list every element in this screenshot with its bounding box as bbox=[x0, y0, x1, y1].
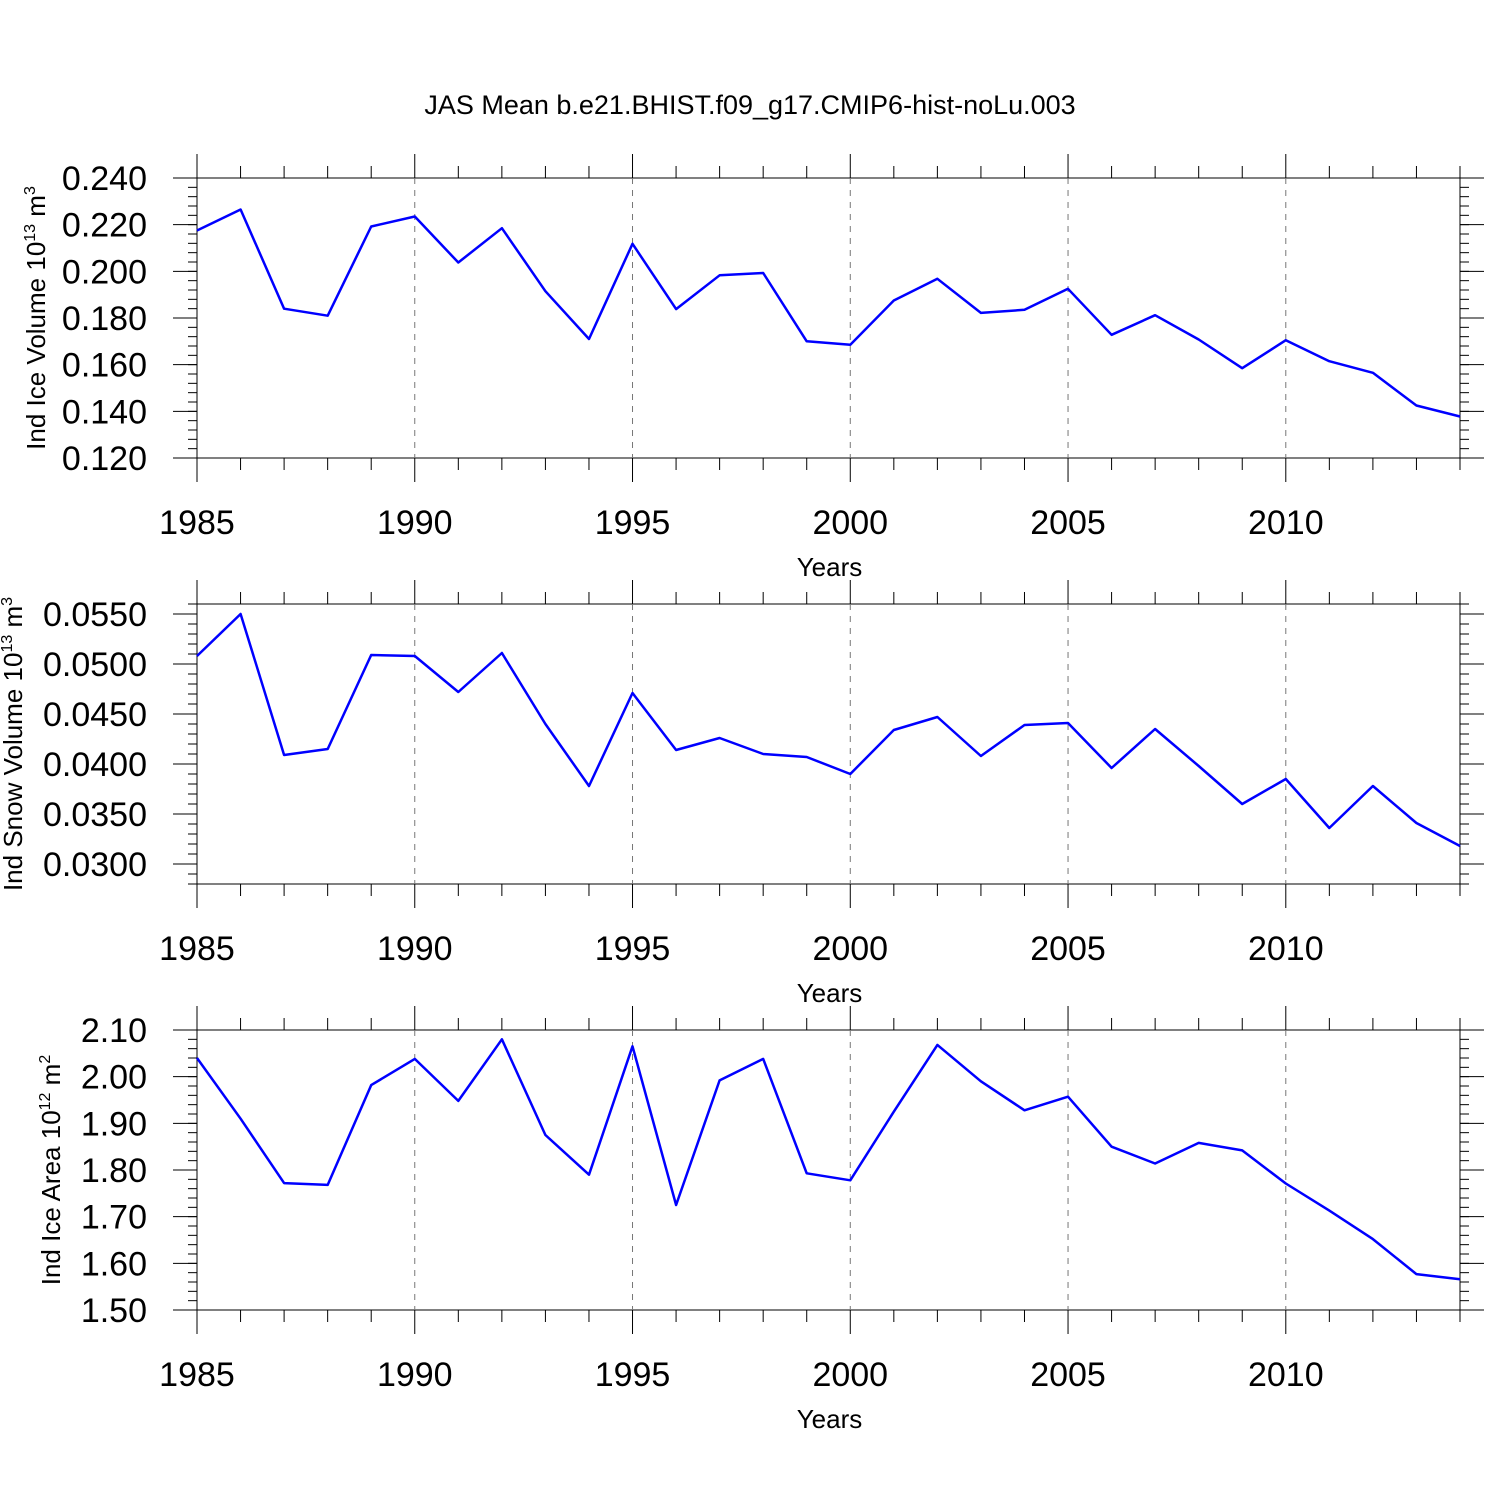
plot-frame bbox=[196, 177, 1461, 459]
y-tick-label: 1.70 bbox=[81, 1199, 147, 1237]
chart-panel-3: 1985 1990 1995 2000 2005 2010 1.50 1.60 1.70 1.80… bbox=[36, 1006, 1484, 1434]
y-axis-label-exponent: 13 bbox=[0, 635, 16, 653]
x-tick-label: 2005 bbox=[1030, 504, 1106, 542]
y-tick-label: 0.0400 bbox=[43, 746, 147, 784]
y-tick-label: 2.00 bbox=[81, 1059, 147, 1097]
x-tick-label: 2010 bbox=[1248, 1356, 1324, 1394]
x-tick-label: 1995 bbox=[595, 504, 671, 542]
y-tick-label: 0.180 bbox=[62, 300, 147, 338]
x-tick-label: 1995 bbox=[595, 930, 671, 968]
y-tick-label: 0.0350 bbox=[43, 796, 147, 834]
y-axis-label-exponent: 12 bbox=[37, 1092, 54, 1110]
y-tick-label: 0.220 bbox=[62, 207, 147, 245]
y-axis-label-unit: m bbox=[36, 1064, 66, 1093]
y-axis-label: Ind Snow Volume 1013 m3 bbox=[0, 597, 28, 891]
y-axis-label-unit: m bbox=[21, 195, 51, 224]
plot-frame bbox=[196, 603, 1461, 885]
y-tick-label: 0.0450 bbox=[43, 696, 147, 734]
x-tick-label: 1985 bbox=[159, 1356, 235, 1394]
x-tick-label: 2005 bbox=[1030, 930, 1106, 968]
chart-panel-2: 1985 1990 1995 2000 2005 2010 0.0300 0.0350 0.04… bbox=[0, 580, 1484, 1008]
y-tick-label: 0.0550 bbox=[43, 596, 147, 634]
x-axis-label: Years bbox=[797, 978, 863, 1008]
y-axis-label-text: Ind Ice Volume 10 bbox=[21, 242, 51, 450]
y-axis-label: Ind Ice Area 1012 m2 bbox=[36, 1055, 66, 1286]
y-axis-label-unit: m bbox=[0, 606, 28, 635]
y-tick-label: 1.80 bbox=[81, 1152, 147, 1190]
y-tick-label: 2.10 bbox=[81, 1012, 147, 1050]
y-tick-label: 0.120 bbox=[62, 440, 147, 478]
x-tick-label: 1985 bbox=[159, 504, 235, 542]
x-tick-label: 2005 bbox=[1030, 1356, 1106, 1394]
y-tick-label: 0.0500 bbox=[43, 646, 147, 684]
y-tick-label: 0.200 bbox=[62, 253, 147, 291]
y-axis-label-text: Ind Snow Volume 10 bbox=[0, 653, 28, 892]
x-tick-label: 2000 bbox=[812, 504, 888, 542]
data-series-line bbox=[196, 208, 1461, 418]
data-series-line bbox=[196, 612, 1461, 848]
x-tick-label: 1990 bbox=[377, 504, 453, 542]
x-tick-label: 1990 bbox=[377, 930, 453, 968]
y-tick-label: 0.140 bbox=[62, 393, 147, 431]
y-axis-label-unit-exponent: 3 bbox=[0, 597, 16, 606]
y-tick-label: 1.60 bbox=[81, 1245, 147, 1283]
x-tick-label: 2010 bbox=[1248, 930, 1324, 968]
x-tick-label: 1985 bbox=[159, 930, 235, 968]
y-axis-label: Ind Ice Volume 1013 m3 bbox=[21, 186, 51, 450]
y-axis-label-text: Ind Ice Area 10 bbox=[36, 1110, 66, 1285]
panels: 1985 1990 1995 2000 2005 2010 0.120 0.140 0.160 0… bbox=[0, 154, 1484, 1434]
x-axis-label: Years bbox=[797, 1404, 863, 1434]
data-series-line bbox=[195, 1038, 1461, 1281]
figure-title: JAS Mean b.e21.BHIST.f09_g17.CMIP6-hist-… bbox=[424, 90, 1075, 120]
x-tick-label: 1990 bbox=[377, 1356, 453, 1394]
y-axis-label-exponent: 13 bbox=[22, 224, 39, 242]
x-tick-label: 2010 bbox=[1248, 504, 1324, 542]
y-tick-label: 0.0300 bbox=[43, 846, 147, 884]
y-axis-label-unit-exponent: 3 bbox=[22, 186, 39, 195]
plot-frame bbox=[196, 1029, 1461, 1311]
y-tick-label: 1.50 bbox=[81, 1292, 147, 1330]
x-axis-label: Years bbox=[797, 552, 863, 582]
y-axis-label-unit-exponent: 2 bbox=[37, 1055, 54, 1064]
x-tick-label: 2000 bbox=[812, 1356, 888, 1394]
y-tick-label: 1.90 bbox=[81, 1105, 147, 1143]
x-tick-label: 1995 bbox=[595, 1356, 671, 1394]
chart-panel-1: 1985 1990 1995 2000 2005 2010 0.120 0.140 0.160 0… bbox=[21, 154, 1484, 582]
y-tick-label: 0.160 bbox=[62, 347, 147, 385]
x-tick-label: 2000 bbox=[812, 930, 888, 968]
y-tick-label: 0.240 bbox=[62, 160, 147, 198]
